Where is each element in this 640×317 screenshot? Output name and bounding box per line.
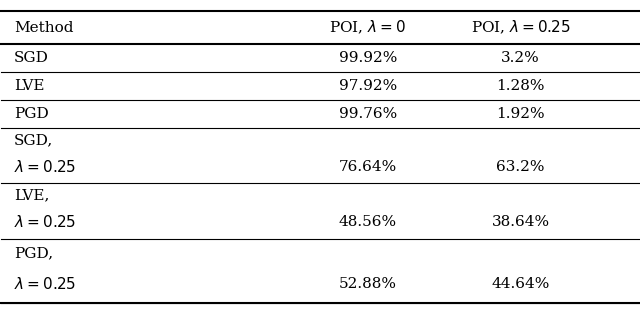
Text: 1.92%: 1.92% [497,107,545,121]
Text: SGD: SGD [14,51,49,65]
Text: 76.64%: 76.64% [339,160,397,174]
Text: PGD: PGD [14,107,49,121]
Text: POI, $\lambda = 0.25$: POI, $\lambda = 0.25$ [471,19,571,36]
Text: Method: Method [14,21,74,35]
Text: 63.2%: 63.2% [497,160,545,174]
Text: 97.92%: 97.92% [339,79,397,93]
Text: 1.28%: 1.28% [497,79,545,93]
Text: 52.88%: 52.88% [339,277,397,291]
Text: 44.64%: 44.64% [492,277,550,291]
Text: $\lambda = 0.25$: $\lambda = 0.25$ [14,159,76,175]
Text: 99.76%: 99.76% [339,107,397,121]
Text: $\lambda = 0.25$: $\lambda = 0.25$ [14,214,76,230]
Text: 99.92%: 99.92% [339,51,397,65]
Text: LVE: LVE [14,79,45,93]
Text: 38.64%: 38.64% [492,215,550,229]
Text: SGD,: SGD, [14,133,53,147]
Text: POI, $\lambda = 0$: POI, $\lambda = 0$ [330,19,406,36]
Text: PGD,: PGD, [14,246,53,260]
Text: 3.2%: 3.2% [501,51,540,65]
Text: LVE,: LVE, [14,189,49,203]
Text: $\lambda = 0.25$: $\lambda = 0.25$ [14,276,76,292]
Text: 48.56%: 48.56% [339,215,397,229]
